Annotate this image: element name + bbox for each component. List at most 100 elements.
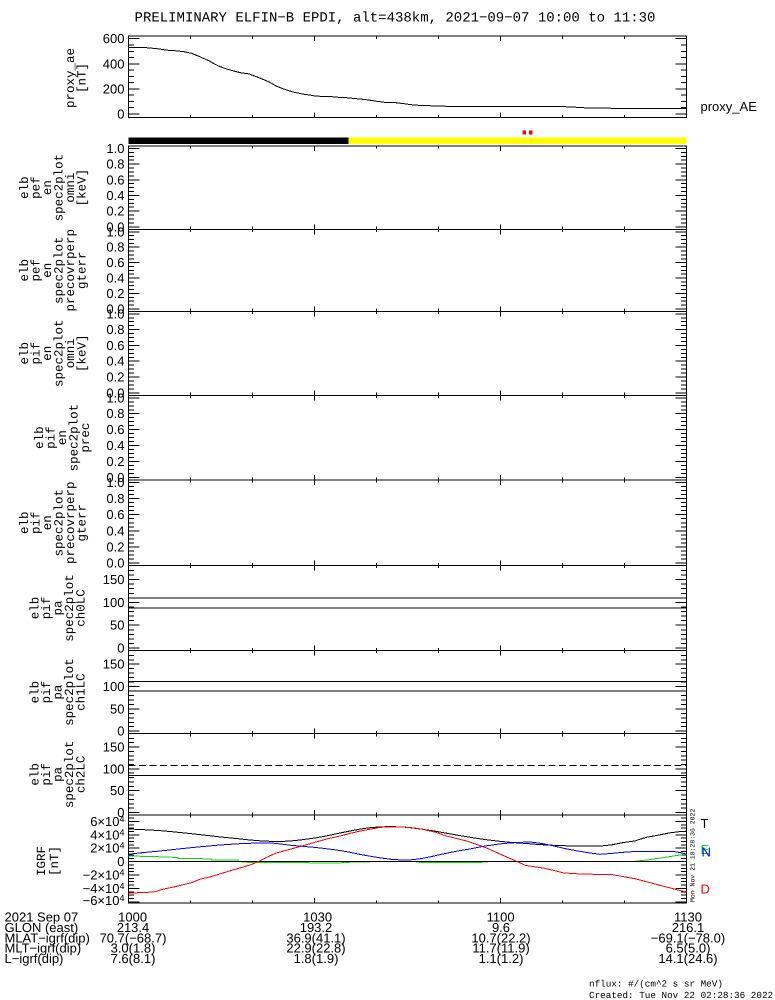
svg-text:−2×104: −2×104 — [83, 868, 125, 883]
svg-text:spec2plot: spec2plot — [53, 489, 67, 557]
svg-text:0.0: 0.0 — [106, 385, 124, 400]
svg-text:gterr: gterr — [76, 504, 90, 542]
svg-text:22.9(22.8): 22.9(22.8) — [286, 941, 345, 956]
svg-text:11.7(11.9): 11.7(11.9) — [472, 941, 529, 956]
svg-text:T: T — [701, 816, 709, 831]
svg-text:6.5(5.0): 6.5(5.0) — [666, 941, 711, 956]
svg-text:0.4: 0.4 — [106, 271, 124, 286]
svg-text:pif: pif — [30, 342, 44, 365]
svg-text:pa: pa — [52, 600, 66, 616]
svg-text:[nT]: [nT] — [76, 63, 90, 93]
svg-text:1100: 1100 — [487, 910, 515, 925]
svg-text:0.2: 0.2 — [106, 370, 124, 385]
svg-text:1000: 1000 — [118, 910, 147, 925]
svg-text:0.6: 0.6 — [106, 507, 124, 522]
svg-text:elb: elb — [29, 681, 43, 704]
svg-text:100: 100 — [103, 595, 125, 610]
svg-text:4×104: 4×104 — [90, 827, 124, 842]
svg-text:1.0: 1.0 — [106, 224, 124, 239]
svg-text:elb: elb — [29, 597, 43, 620]
svg-text:proxy_ae: proxy_ae — [64, 48, 78, 108]
svg-text:pif: pif — [30, 511, 44, 534]
svg-text:9.6: 9.6 — [492, 920, 510, 935]
svg-text:0.0: 0.0 — [106, 470, 124, 485]
svg-text:elb: elb — [33, 426, 47, 449]
svg-text:0: 0 — [117, 107, 124, 122]
svg-text:1.1(1.2): 1.1(1.2) — [479, 951, 524, 966]
svg-text:1.0: 1.0 — [106, 390, 124, 405]
svg-text:elb: elb — [29, 763, 43, 786]
svg-text:100: 100 — [103, 761, 125, 776]
svg-text:0.0: 0.0 — [106, 556, 124, 571]
svg-text:Mon Nov 21 18:28:36 2022: Mon Nov 21 18:28:36 2022 — [689, 809, 697, 902]
svg-text:100: 100 — [103, 679, 125, 694]
svg-text:gterr: gterr — [76, 252, 90, 290]
svg-text:2021 Sep 07: 2021 Sep 07 — [5, 910, 79, 925]
svg-text:150: 150 — [103, 740, 125, 755]
svg-text:0.8: 0.8 — [106, 491, 124, 506]
svg-text:spec2plot: spec2plot — [53, 237, 67, 305]
svg-text:150: 150 — [103, 657, 125, 672]
svg-text:1.0: 1.0 — [106, 141, 124, 156]
svg-text:0.2: 0.2 — [106, 454, 124, 469]
svg-text:400: 400 — [103, 56, 125, 71]
svg-text:prec: prec — [79, 423, 93, 453]
svg-text:nflux: #/(cm^2 s sr MeV): nflux: #/(cm^2 s sr MeV) — [589, 979, 723, 990]
svg-text:50: 50 — [110, 701, 124, 716]
svg-text:0.4: 0.4 — [106, 523, 124, 538]
svg-text:3.0(1.8): 3.0(1.8) — [111, 941, 156, 956]
svg-text:MLT−igrf(dip): MLT−igrf(dip) — [5, 941, 82, 956]
svg-text:[keV]: [keV] — [76, 169, 90, 207]
svg-text:213.4: 213.4 — [117, 920, 150, 935]
svg-text:14.1(24.6): 14.1(24.6) — [658, 951, 717, 966]
svg-text:−69.1(−78.0): −69.1(−78.0) — [651, 930, 725, 945]
svg-text:0.8: 0.8 — [106, 322, 124, 337]
svg-text:1.0: 1.0 — [106, 475, 124, 490]
svg-text:ch2LC: ch2LC — [75, 756, 89, 794]
svg-text:0.2: 0.2 — [106, 286, 124, 301]
svg-text:−4×104: −4×104 — [83, 881, 125, 896]
svg-text:0.2: 0.2 — [106, 539, 124, 554]
svg-text:proxy_AE: proxy_AE — [701, 99, 758, 114]
svg-text:0.6: 0.6 — [106, 255, 124, 270]
svg-text:1.8(1.9): 1.8(1.9) — [294, 951, 339, 966]
svg-text:precovrperp: precovrperp — [64, 481, 78, 564]
svg-text:0: 0 — [117, 641, 124, 656]
svg-text:MLAT−igrf(dip): MLAT−igrf(dip) — [5, 930, 90, 945]
svg-text:0.6: 0.6 — [106, 422, 124, 437]
svg-text:Created: Tue Nov 22 02:28:36 2: Created: Tue Nov 22 02:28:36 2022 — [589, 990, 773, 1000]
svg-text:elb: elb — [18, 176, 32, 199]
svg-text:200: 200 — [103, 81, 125, 96]
svg-text:en: en — [41, 180, 55, 195]
svg-text:70.7(−68.7): 70.7(−68.7) — [100, 930, 167, 945]
svg-text:ch1LC: ch1LC — [75, 673, 89, 711]
svg-text:0.2: 0.2 — [106, 204, 124, 219]
svg-text:0: 0 — [117, 854, 124, 869]
svg-text:pif: pif — [45, 426, 59, 449]
svg-text:7.6(8.1): 7.6(8.1) — [111, 951, 156, 966]
svg-text:ch0LC: ch0LC — [75, 589, 89, 627]
svg-text:216.1: 216.1 — [672, 920, 705, 935]
svg-text:pa: pa — [52, 766, 66, 782]
svg-text:2×104: 2×104 — [90, 841, 124, 856]
svg-text:6×104: 6×104 — [90, 814, 124, 829]
svg-text:GLON (east): GLON (east) — [5, 920, 79, 935]
svg-text:193.2: 193.2 — [300, 920, 333, 935]
svg-text:0.6: 0.6 — [106, 172, 124, 187]
svg-text:pa: pa — [52, 684, 66, 700]
svg-text:0: 0 — [117, 805, 124, 820]
svg-text:L−igrf(dip): L−igrf(dip) — [5, 951, 64, 966]
svg-text:1.0: 1.0 — [106, 306, 124, 321]
svg-text:pif: pif — [40, 681, 54, 704]
svg-text:150: 150 — [103, 572, 125, 587]
svg-text:spec2plot: spec2plot — [63, 658, 77, 726]
svg-text:omni: omni — [64, 338, 78, 368]
svg-text:pef: pef — [30, 259, 44, 282]
svg-text:10.7(22.2): 10.7(22.2) — [471, 930, 530, 945]
svg-text:pif: pif — [40, 597, 54, 620]
svg-text:0.4: 0.4 — [106, 354, 124, 369]
svg-text:spec2plot: spec2plot — [68, 404, 82, 472]
svg-text:36.9(41.1): 36.9(41.1) — [286, 930, 345, 945]
svg-text:0.8: 0.8 — [106, 240, 124, 255]
svg-text:50: 50 — [110, 783, 124, 798]
